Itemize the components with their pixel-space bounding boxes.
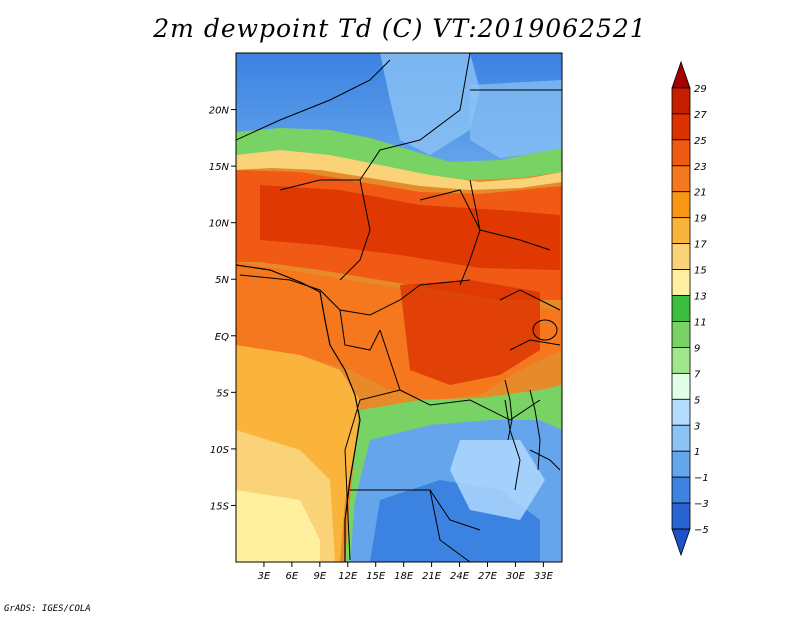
colorbar-label: 21 — [694, 188, 707, 199]
colorbar-label: 1 — [694, 447, 700, 458]
colorbar-bin — [671, 347, 691, 374]
lon-tick-label: 27E — [478, 571, 498, 582]
colorbar-label: 29 — [694, 84, 707, 95]
sahara-light-zone-east — [470, 80, 562, 158]
grads-credit: GrADS: IGES/COLA — [4, 604, 91, 614]
lon-tick-label: 33E — [534, 571, 554, 582]
colorbar-bin — [671, 165, 691, 193]
colorbar-bin — [671, 398, 691, 426]
sahel-green-band — [236, 128, 562, 180]
colorbar: 29 27 25 23 21 19 17 15 13 11 9 7 5 3 1 −1 −3 −5 — [671, 60, 709, 557]
colorbar-bin — [671, 321, 691, 348]
colorbar-label: 9 — [694, 343, 700, 354]
lat-tick-label: 10N — [209, 219, 230, 230]
great-lakes — [504, 319, 558, 471]
colorbar-label: 15 — [694, 266, 707, 277]
colorbar-bin — [671, 476, 691, 504]
colorbar-label: 3 — [694, 421, 700, 432]
colorbar-label: 23 — [694, 162, 707, 173]
lat-tick-label: 10S — [210, 445, 230, 456]
lon-tick-label: 30E — [506, 571, 526, 582]
lon-tick-label: 21E — [422, 571, 442, 582]
colorbar-bin — [671, 60, 691, 89]
colorbar-label: 7 — [694, 369, 701, 380]
southwest-coast-lightest — [236, 490, 320, 562]
colorbar-label: 19 — [694, 214, 707, 225]
colorbar-label: −3 — [694, 499, 709, 510]
congo-basin-core — [400, 280, 540, 385]
country-borders — [236, 53, 562, 562]
lon-axis: 3E 6E 9E 12E 15E 18E 21E 24E 27E 30E 33E — [258, 562, 554, 582]
colorbar-label: −5 — [694, 525, 709, 536]
colorbar-label: −1 — [694, 473, 709, 484]
lat-axis: 20N 15N 10N 5N EQ 5S 10S 15S — [209, 106, 236, 512]
colorbar-label: 17 — [694, 240, 707, 251]
lon-tick-label: 18E — [394, 571, 414, 582]
colorbar-bin — [671, 295, 691, 322]
colorbar-bin — [671, 502, 691, 530]
humid-core-north — [260, 185, 560, 270]
colorbar-bin — [671, 217, 691, 245]
colorbar-label: 5 — [694, 395, 700, 406]
colorbar-bin — [671, 191, 691, 219]
lat-tick-label: 15S — [210, 501, 230, 512]
colorbar-label: 11 — [694, 317, 707, 328]
colorbar-bin — [671, 87, 691, 115]
southern-africa-light-patch — [450, 440, 545, 520]
colorbar-bin — [671, 528, 691, 557]
lon-tick-label: 15E — [366, 571, 386, 582]
colorbar-bin — [671, 269, 691, 296]
colorbar-label: 25 — [694, 136, 707, 147]
lat-tick-label: EQ — [215, 332, 229, 343]
colorbar-bin — [671, 139, 691, 167]
colorbar-bin — [671, 450, 691, 478]
map-plot-area — [236, 53, 562, 562]
colorbar-label: 27 — [694, 110, 707, 121]
colorbar-bin — [671, 424, 691, 452]
colorbar-bin — [671, 113, 691, 141]
lat-tick-label: 20N — [209, 106, 230, 117]
sahel-yellow-band — [236, 150, 562, 190]
lat-tick-label: 5S — [216, 388, 229, 399]
map-frame — [235, 52, 563, 563]
lon-tick-label: 9E — [313, 571, 326, 582]
sahara-lighter-zone — [380, 53, 480, 155]
lon-tick-label: 24E — [450, 571, 470, 582]
coastlines — [236, 264, 361, 562]
lat-tick-label: 15N — [209, 162, 230, 173]
lat-tick-label: 5N — [215, 275, 229, 286]
lon-tick-label: 6E — [286, 571, 299, 582]
lon-tick-label: 12E — [338, 571, 358, 582]
chart-title: 2m dewpoint Td (C) VT:2019062521 — [153, 14, 647, 43]
lon-tick-label: 3E — [258, 571, 271, 582]
colorbar-bin — [671, 243, 691, 270]
colorbar-bin — [671, 372, 691, 400]
colorbar-label: 13 — [694, 292, 707, 303]
